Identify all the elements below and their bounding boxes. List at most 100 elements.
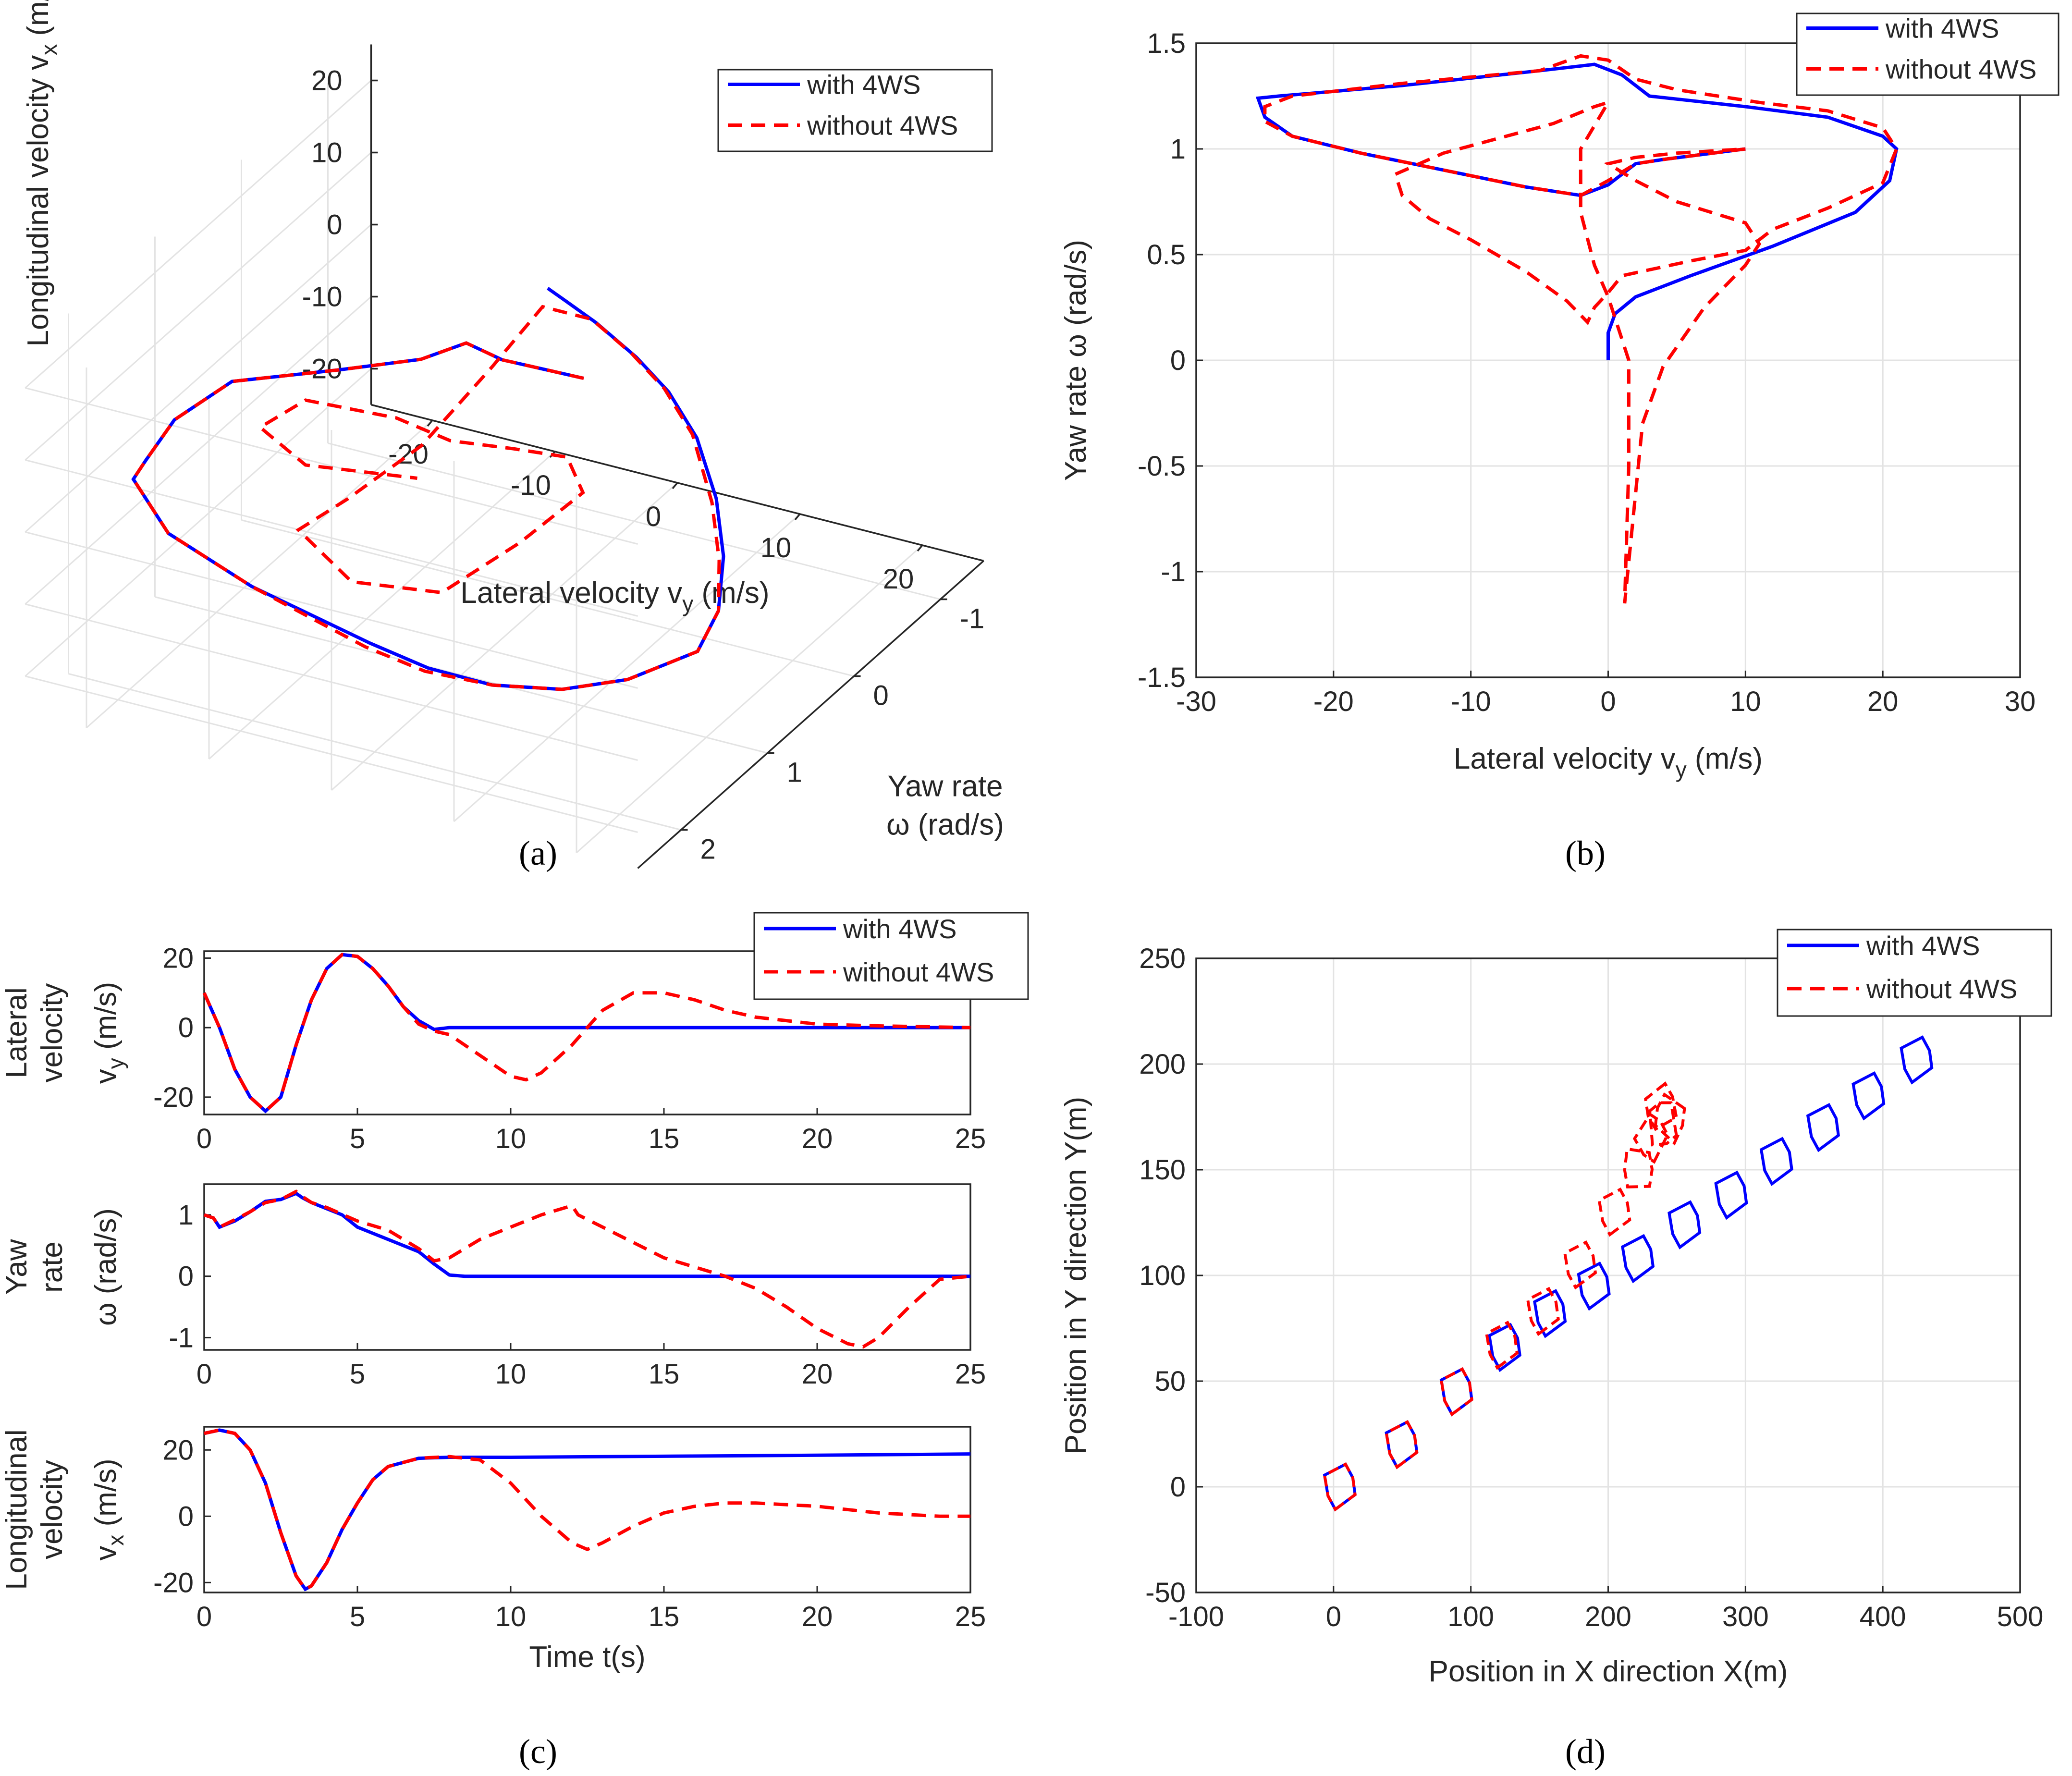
grid-line-x xyxy=(576,544,923,854)
panel-d: -100 0 100 200 300 400 500 -50 0 50 100 150 200 250 Po… xyxy=(1059,929,2052,1688)
x-tick-mark xyxy=(427,419,433,427)
grid-line-x xyxy=(331,482,678,791)
y-tick-label: 0 xyxy=(178,1012,194,1043)
grid-line-z xyxy=(25,80,372,389)
x-tick-label: 0 xyxy=(196,1359,212,1390)
without-4ws-vehicle-marker xyxy=(1563,1240,1597,1290)
x-tick-label: 10 xyxy=(495,1359,527,1390)
x-tick-label: -20 xyxy=(1313,686,1354,717)
x-tick-label: 20 xyxy=(802,1359,833,1390)
z-tick-label: 0 xyxy=(327,209,342,241)
grid-line-x xyxy=(86,419,433,729)
without-4ws-legend-label: without 4WS xyxy=(807,110,958,141)
without-4ws-legend-label: without 4WS xyxy=(1885,54,2036,85)
x-tick-label: 0 xyxy=(196,1123,212,1154)
x-tick-label: -30 xyxy=(1176,686,1216,717)
with-4ws-vehicle-marker xyxy=(1806,1102,1840,1152)
x-tick-label: -100 xyxy=(1168,1601,1224,1632)
y-tick-label: 250 xyxy=(1139,943,1186,974)
with-4ws-vehicle-marker xyxy=(1577,1261,1611,1311)
x-tick-label: 10 xyxy=(495,1123,527,1154)
without-4ws-legend-label: without 4WS xyxy=(843,957,994,987)
y-tick-label: 1 xyxy=(1170,134,1186,165)
x-tick-label: 100 xyxy=(1447,1601,1494,1632)
x-tick-label: 400 xyxy=(1860,1601,1906,1632)
x-axis-label: Lateral velocity vy (m/s) xyxy=(1454,742,1763,782)
y-tick-label: 1 xyxy=(178,1200,194,1231)
y-axis-label: Yaw rate ω (rad/s) xyxy=(1059,240,1092,481)
with-4ws-legend-label: with 4WS xyxy=(1885,13,1999,44)
with-4ws-vehicle-marker xyxy=(1759,1137,1793,1186)
x-tick-label: 15 xyxy=(649,1359,680,1390)
panel-label-d: (d) xyxy=(1565,1732,1606,1771)
y-tick-label: -20 xyxy=(153,1082,194,1113)
grid-line-z xyxy=(25,224,372,533)
x-tick-label: 500 xyxy=(1997,1601,2044,1632)
y-axis-label: Position in Y direction Y(m) xyxy=(1059,1097,1092,1454)
with-4ws-line xyxy=(131,287,725,691)
panel-b: -30 -20 -10 0 10 20 30 -1.5 -1 -0.5 0 0.5 1 1.5 Latera… xyxy=(1059,12,2060,782)
without-4ws-vehicle-marker xyxy=(1654,1092,1686,1146)
x-tick-mark xyxy=(917,544,923,552)
without-4ws-vehicle-marker xyxy=(1485,1321,1519,1370)
x-tick-label: 10 xyxy=(760,532,792,563)
without-4ws-line xyxy=(204,1428,970,1592)
x-axis-label: Lateral velocity vy (m/s) xyxy=(460,576,769,616)
grid-line-y xyxy=(68,673,681,831)
z-tick-label: 10 xyxy=(311,137,343,169)
y-tick-label: 1 xyxy=(787,757,802,788)
y-tick-label: 20 xyxy=(162,1434,194,1466)
x-tick-label: 20 xyxy=(1867,686,1899,717)
with-4ws-legend-label: with 4WS xyxy=(807,70,921,100)
panel-label-a: (a) xyxy=(519,834,557,872)
x-tick-label: 5 xyxy=(350,1359,365,1390)
without-4ws-vehicle-marker xyxy=(1526,1286,1560,1336)
with-4ws-legend-label: with 4WS xyxy=(1866,931,1980,961)
grid-line-y xyxy=(328,442,941,600)
x-tick-label: 10 xyxy=(1730,686,1761,717)
y-axis-label-line3: vx (m/s) xyxy=(89,1458,128,1560)
z-tick-label: -10 xyxy=(302,282,343,313)
x-tick-label: 5 xyxy=(350,1123,365,1154)
y-tick-label: 100 xyxy=(1139,1260,1186,1291)
grid-line-y xyxy=(241,519,854,677)
x-tick-label: 15 xyxy=(649,1601,680,1632)
y-tick-label: 150 xyxy=(1139,1154,1186,1186)
grid-line-z xyxy=(25,152,372,461)
with-4ws-vehicle-marker xyxy=(1714,1170,1748,1220)
x-tick-label: 0 xyxy=(196,1601,212,1632)
x-tick-label: 25 xyxy=(955,1601,986,1632)
without-4ws-legend-label: without 4WS xyxy=(1866,974,2017,1004)
with-4ws-vehicle-marker xyxy=(1851,1071,1886,1121)
panel-label-c: (c) xyxy=(519,1732,557,1771)
y-tick-label: -1 xyxy=(960,603,985,635)
with-4ws-legend-label: with 4WS xyxy=(843,914,957,944)
grid-line-y xyxy=(155,596,768,754)
without-4ws-line xyxy=(131,305,721,691)
y-tick-label: -1 xyxy=(169,1322,194,1353)
x-axis-label: Position in X direction X(m) xyxy=(1429,1655,1788,1688)
y-tick-label: 200 xyxy=(1139,1049,1186,1080)
without-4ws-vehicle-marker xyxy=(1597,1187,1631,1237)
without-4ws-line xyxy=(202,953,971,1114)
without-4ws-vehicle-marker xyxy=(1632,1112,1669,1164)
y-tick-label: 0.5 xyxy=(1147,239,1186,270)
y-axis-label-line1: Yaw rate xyxy=(887,770,1003,803)
y-axis-label: Lateralvelocity xyxy=(0,983,69,1083)
y-tick-label: 1.5 xyxy=(1147,28,1186,59)
with-4ws-vehicle-marker xyxy=(1667,1200,1702,1249)
x-tick-label: 15 xyxy=(649,1123,680,1154)
y-tick-label: 0 xyxy=(178,1261,194,1292)
grid-line-z xyxy=(25,296,372,605)
grid-line-x xyxy=(208,451,555,760)
y-tick-label: 0 xyxy=(1170,1471,1186,1503)
without-4ws-vehicle-marker xyxy=(1623,1147,1654,1188)
x-tick-label: 200 xyxy=(1585,1601,1631,1632)
y-tick-label: -1 xyxy=(1161,556,1186,588)
x-tick-mark xyxy=(794,513,801,521)
y-axis-label-line3: vy (m/s) xyxy=(89,982,128,1084)
y-tick-label: 0 xyxy=(873,680,889,711)
